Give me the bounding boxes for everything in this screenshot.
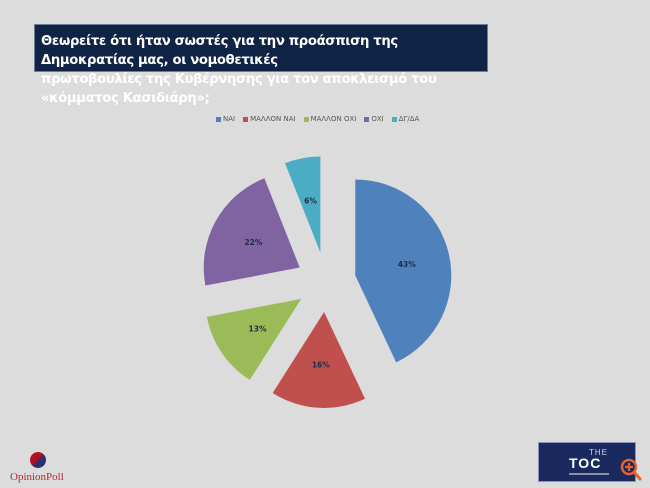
legend-label: ΝΑΙ [223,115,236,123]
pie-slice-oxi [203,178,300,286]
thetoc-logo-underline [569,473,609,475]
thetoc-logo-main: TOC [569,455,602,471]
question-title-line1: Θεωρείτε ότι ήταν σωστές για την προάσπι… [41,34,398,68]
legend-item-nai: ΝΑΙ [216,115,235,123]
legend-swatch [303,116,309,122]
legend-label: ΜΑΛΛΟΝ ΟΧΙ [310,115,357,123]
legend-item-mallon-nai: ΜΑΛΛΟΝ ΝΑΙ [243,115,296,123]
pie-slice-dg-da [285,156,321,253]
legend-label: ΜΑΛΛΟΝ ΝΑΙ [250,115,296,123]
chart-legend: ΝΑΙ ΜΑΛΛΟΝ ΝΑΙ ΜΑΛΛΟΝ ΟΧΙ ΟΧΙ ΔΓ/ΔΑ [216,115,419,123]
pie-label-oxi: 22% [244,238,262,247]
legend-item-oxi: ΟΧΙ [364,115,384,123]
legend-swatch [364,116,370,122]
pie-slice-mallon-oxi [206,298,302,380]
zoom-in-icon[interactable] [620,458,642,482]
pie-label-mallon-oxi: 13% [249,325,267,334]
thetoc-logo: THE TOC [538,442,636,482]
question-title: Θεωρείτε ότι ήταν σωστές για την προάσπι… [34,24,488,106]
legend-label: ΟΧΙ [371,115,384,123]
legend-item-mallon-oxi: ΜΑΛΛΟΝ ΟΧΙ [303,115,357,123]
pie-slice-mallon-nai [272,311,365,408]
pie-label-dg-da: 6% [304,197,317,206]
pie-slice-nai [355,179,452,363]
legend-swatch [216,116,221,122]
legend-label: ΔΓ/ΔΑ [398,115,420,123]
legend-swatch [391,116,397,122]
opinionpoll-logo-text: OpinionPoll [10,471,64,483]
pie-label-mallon-nai: 16% [312,361,330,370]
legend-item-dg-da: ΔΓ/ΔΑ [391,115,420,123]
thetoc-logo-the: THE [589,448,608,457]
legend-swatch [243,116,249,122]
question-title-line2: πρωτοβουλίες της Κυβέρνησης για τον αποκ… [41,72,437,106]
pie-label-nai: 43% [398,260,416,269]
opinionpoll-logo-icon [30,452,46,468]
